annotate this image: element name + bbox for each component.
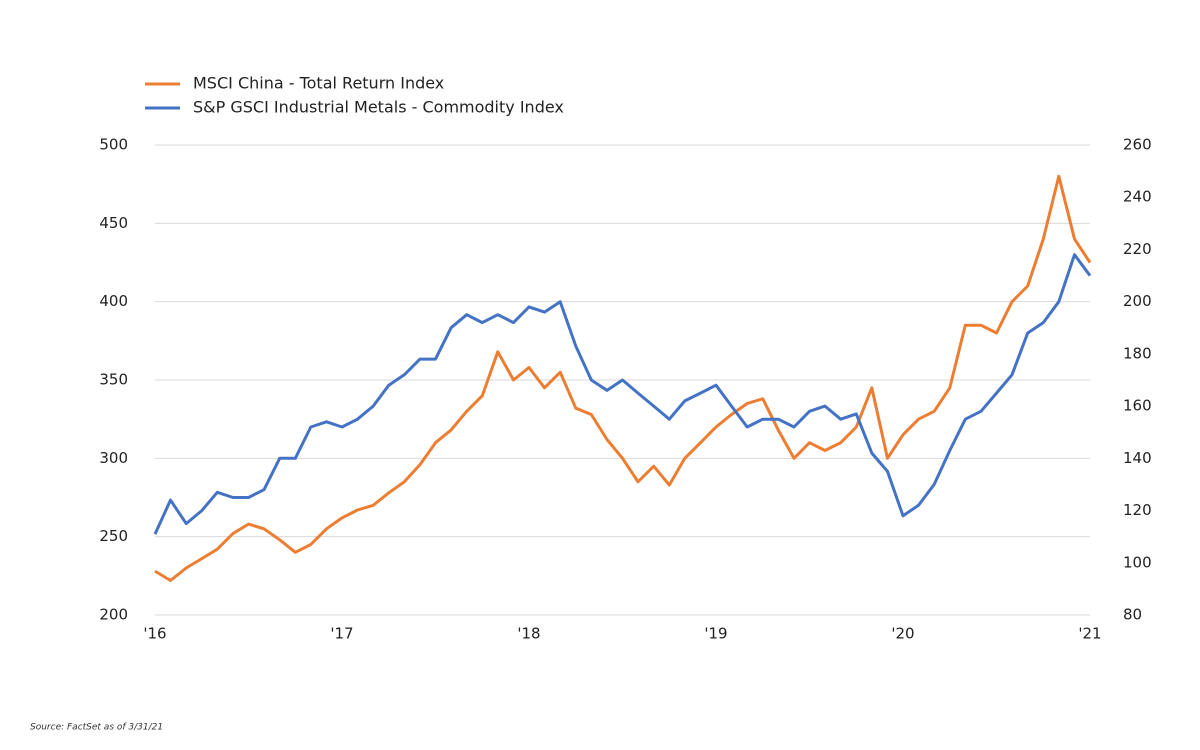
y2-tick-label: 120 bbox=[1123, 501, 1152, 519]
x-tick-label: '20 bbox=[891, 625, 914, 643]
series-line bbox=[153, 253, 1092, 535]
x-tick-label: '17 bbox=[330, 625, 353, 643]
y-tick-label: 500 bbox=[99, 136, 128, 154]
y2-tick-label: 200 bbox=[1123, 292, 1152, 310]
y2-tick-label: 100 bbox=[1123, 553, 1152, 571]
y2-tick-label: 140 bbox=[1123, 449, 1152, 467]
source-note: Source: FactSet as of 3/31/21 bbox=[30, 723, 163, 733]
y-tick-label: 350 bbox=[99, 371, 128, 389]
y-tick-label: 400 bbox=[99, 292, 128, 310]
y2-tick-label: 220 bbox=[1123, 240, 1152, 258]
y2-tick-label: 80 bbox=[1123, 606, 1142, 624]
x-tick-label: '18 bbox=[517, 625, 540, 643]
x-tick-label: '21 bbox=[1078, 625, 1101, 643]
y2-tick-label: 260 bbox=[1123, 136, 1152, 154]
y-tick-label: 250 bbox=[99, 527, 128, 545]
y-tick-label: 200 bbox=[99, 606, 128, 624]
series-line bbox=[154, 174, 1092, 582]
x-tick-label: '19 bbox=[704, 625, 727, 643]
y2-tick-label: 160 bbox=[1123, 397, 1152, 415]
legend-label: MSCI China - Total Return Index bbox=[193, 74, 444, 93]
x-tick-label: '16 bbox=[143, 625, 166, 643]
y-tick-label: 450 bbox=[99, 214, 128, 232]
legend-label: S&P GSCI Industrial Metals - Commodity I… bbox=[193, 98, 564, 117]
y-tick-label: 300 bbox=[99, 449, 128, 467]
y2-tick-label: 180 bbox=[1123, 344, 1152, 362]
y2-tick-label: 240 bbox=[1123, 188, 1152, 206]
